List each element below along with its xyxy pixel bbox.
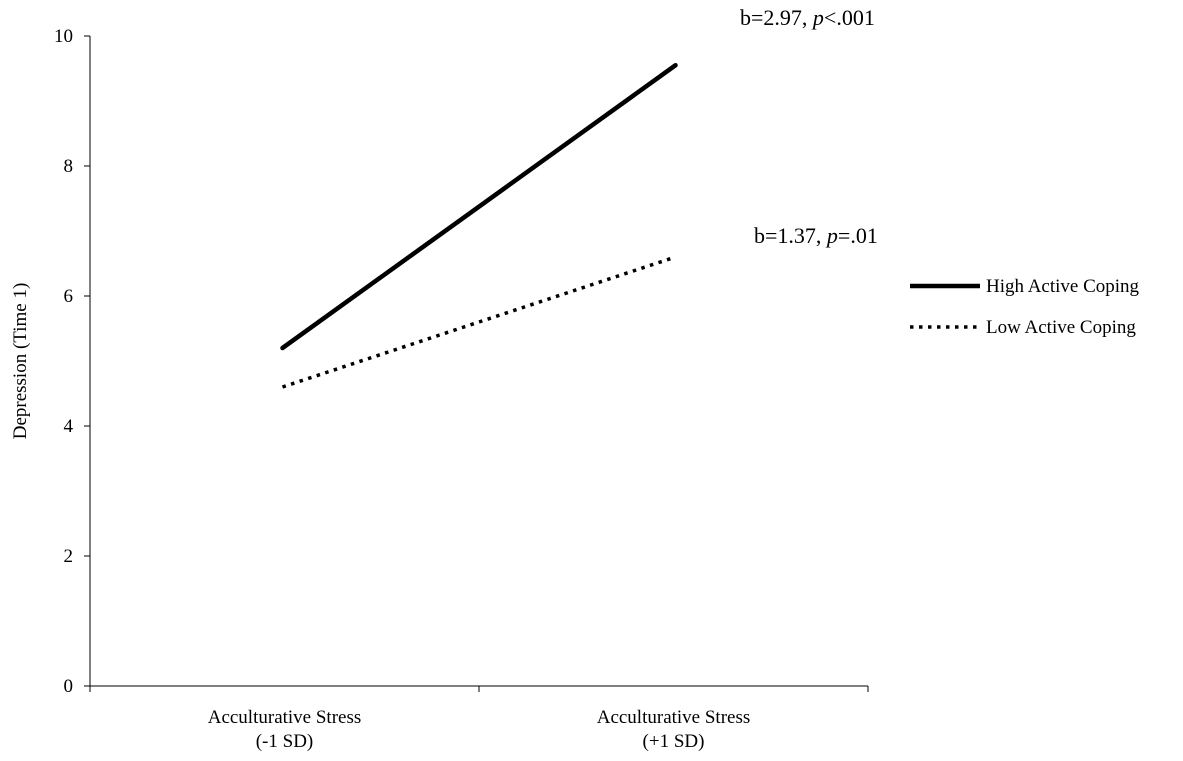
y-tick-label: 6 (64, 286, 74, 307)
y-tick-label: 10 (54, 26, 73, 47)
y-tick-label: 2 (64, 546, 74, 567)
annotation-layer: b=2.97, p<.001 b=1.37, p=.01 (740, 5, 878, 248)
legend-label: Low Active Coping (986, 317, 1136, 338)
slope-annotation: b=1.37, p=.01 (754, 223, 878, 248)
series-layer (280, 63, 678, 389)
x-ticks: Acculturative Stress (-1 SD) Acculturative… (89, 686, 869, 752)
slope-annotation: b=2.97, p<.001 (740, 5, 875, 30)
y-ticks: 0 2 4 6 8 10 (54, 26, 90, 697)
y-tick-label: 4 (64, 416, 74, 437)
series-line-high-active-coping (280, 63, 678, 351)
y-axis-label: Depression (Time 1) (10, 283, 31, 440)
x-tick-label: Acculturative Stress (+1 SD) (597, 707, 751, 752)
x-tick-label: Acculturative Stress (-1 SD) (208, 707, 362, 752)
legend: High Active Coping Low Active Coping (910, 276, 1140, 338)
y-tick-label: 8 (64, 156, 74, 177)
series-line-low-active-coping (281, 255, 677, 389)
legend-label: High Active Coping (986, 276, 1140, 297)
y-tick-label: 0 (64, 676, 74, 697)
